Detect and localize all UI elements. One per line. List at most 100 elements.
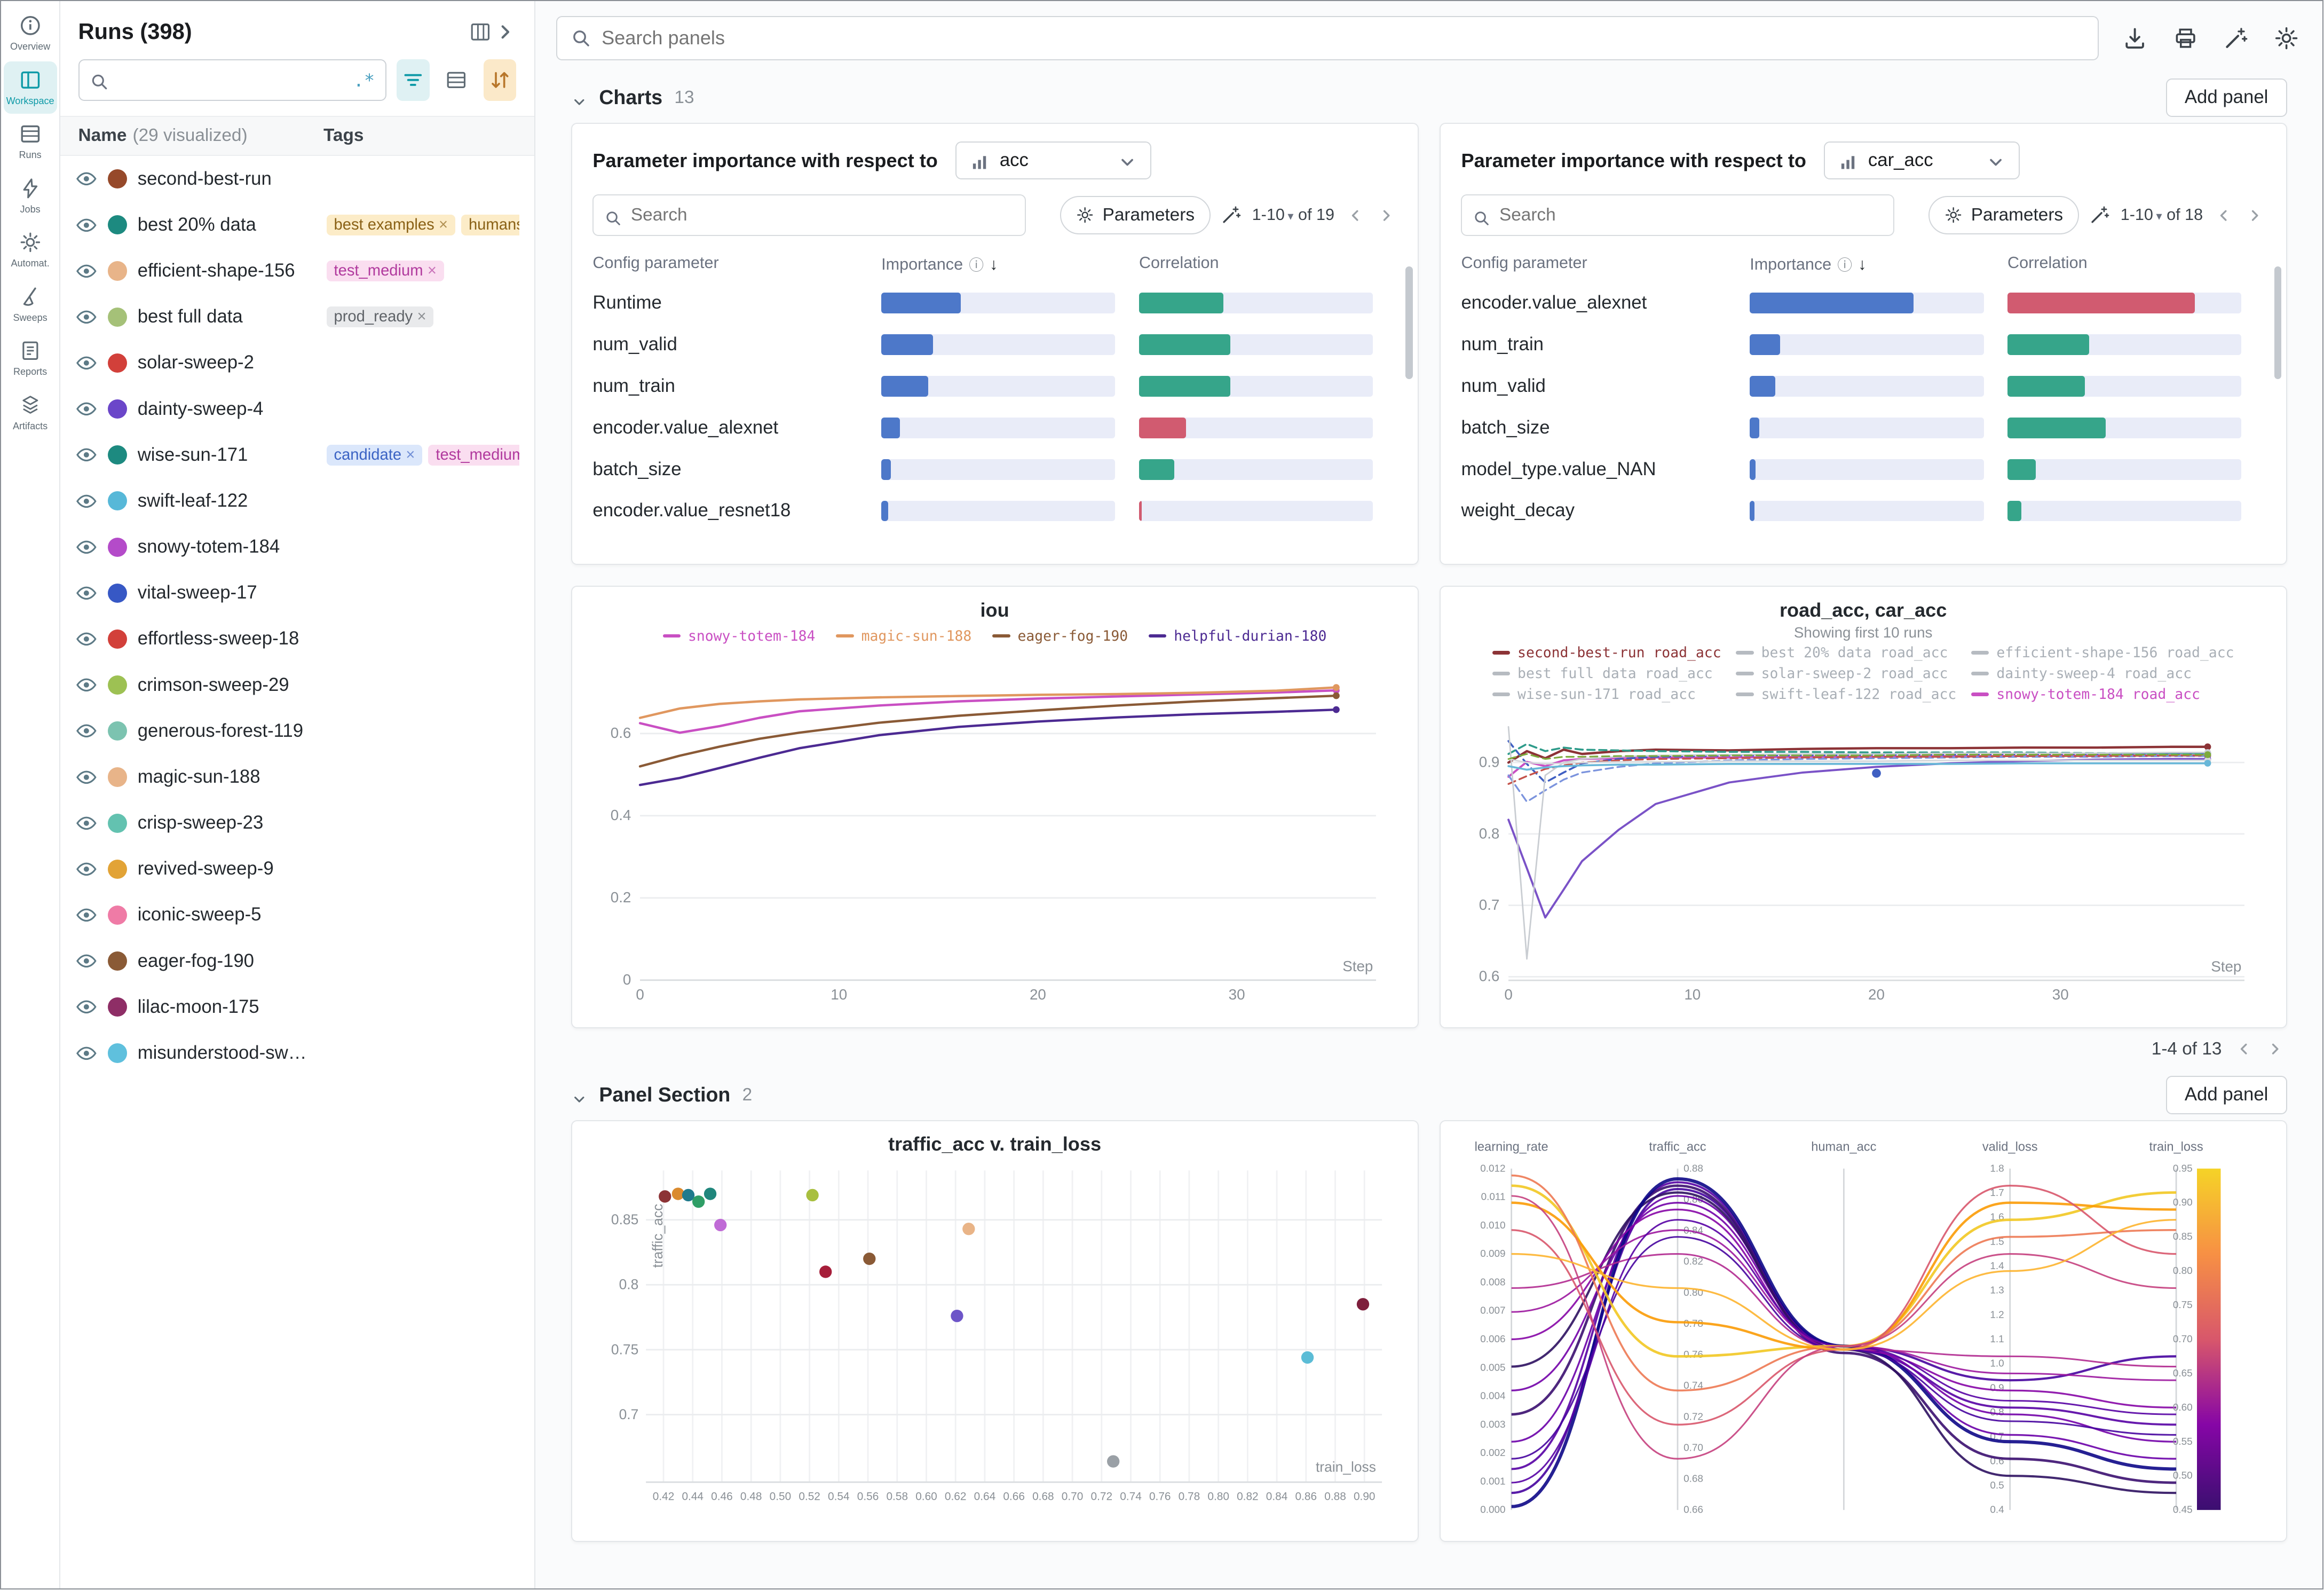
tag-remove-icon[interactable]: × [439,216,448,233]
panels-search[interactable] [556,15,2099,61]
chart-canvas[interactable]: 0 0.2 0.4 0.6 0 10 20 30 Step [587,648,1400,1013]
run-row[interactable]: generous-forest-119 [60,708,534,754]
importance-row[interactable]: batch_size [592,448,1396,490]
importance-search[interactable] [1461,194,1895,236]
tag[interactable]: humans× [461,215,519,235]
importance-row[interactable]: Runtime [592,282,1396,324]
legend-item[interactable]: efficient-shape-156 road_acc [1971,644,2234,661]
tag-remove-icon[interactable]: × [427,262,437,280]
importance-row[interactable]: encoder.value_resnet18 [592,490,1396,532]
legend-item[interactable]: wise-sun-171 road_acc [1492,686,1721,703]
importance-row[interactable]: encoder.value_alexnet [592,407,1396,448]
importance-search[interactable] [592,194,1026,236]
eye-icon[interactable] [75,628,98,650]
legend-item[interactable]: eager-fog-190 [992,628,1128,644]
export-icon[interactable] [2122,26,2147,51]
eye-icon[interactable] [75,306,98,328]
legend-item[interactable]: magic-sun-188 [836,628,971,644]
legend-item[interactable]: second-best-run road_acc [1492,644,1721,661]
eye-icon[interactable] [75,444,98,466]
chart-canvas[interactable]: learning_rate 0.012 0.011 0.010 0.009 0.008 0.… [1455,1133,2268,1528]
magic-wand-button[interactable] [1221,204,1242,225]
scrollbar-thumb[interactable] [2274,266,2282,380]
run-row[interactable]: best full data prod_ready × [60,294,534,340]
nav-item-reports[interactable]: Reports [4,332,57,385]
regex-toggle[interactable]: .* [353,69,375,91]
col-importance[interactable]: Importance ⓘ ↓ [881,254,1139,275]
panel-parallel-coordinates[interactable]: learning_rate 0.012 0.011 0.010 0.009 0.008 0.… [1439,1120,2287,1542]
run-row[interactable]: best 20% data best examples× humans× [60,202,534,248]
nav-item-workspace[interactable]: Workspace [3,61,57,114]
run-row[interactable]: efficient-shape-156 test_medium × [60,248,534,294]
run-row[interactable]: misunderstood-swe… [60,1030,534,1076]
eye-icon[interactable] [75,490,98,513]
run-row[interactable]: iconic-sweep-5 [60,892,534,938]
page-next-button[interactable] [1376,204,1397,225]
eye-icon[interactable] [75,214,98,237]
legend-item[interactable]: best 20% data road_acc [1736,644,1956,661]
caret-down-icon[interactable]: ▾ [2156,209,2162,223]
nav-item-runs[interactable]: Runs [4,115,57,168]
run-row[interactable]: effortless-sweep-18 [60,616,534,662]
importance-row[interactable]: num_train [1461,324,2265,366]
run-row[interactable]: dainty-sweep-4 [60,386,534,432]
chevron-down-icon[interactable] [571,89,588,106]
chevron-down-icon[interactable] [571,1087,588,1104]
legend-item[interactable]: snowy-totem-184 [662,628,815,644]
panel-scatter[interactable]: traffic_acc v. train_loss 0.42 0.44 0.46 0.… [571,1120,1419,1542]
tag[interactable]: candidate × [326,444,423,466]
tag-remove-icon[interactable]: × [417,308,426,326]
name-column-header[interactable]: Name [78,125,127,146]
importance-row[interactable]: num_train [592,366,1396,407]
run-row[interactable]: swift-leaf-122 [60,478,534,524]
legend-item[interactable]: solar-sweep-2 road_acc [1736,665,1956,682]
page-next-button[interactable] [2244,204,2265,225]
eye-icon[interactable] [75,674,98,696]
importance-search-input[interactable] [1499,204,1883,225]
nav-item-artifacts[interactable]: Artifacts [4,387,57,439]
eye-icon[interactable] [75,904,98,926]
tag[interactable]: test_medium× [326,261,444,281]
metric-dropdown[interactable]: acc [955,141,1152,180]
add-panel-button[interactable]: Add panel [2165,78,2287,117]
eye-icon[interactable] [75,950,98,972]
nav-item-overview[interactable]: Overview [4,7,57,60]
nav-item-sweeps[interactable]: Sweeps [4,278,57,331]
chart-canvas[interactable]: 0.6 0.7 0.8 0.9 0 10 20 30 Step [1455,704,2268,1013]
run-row[interactable]: eager-fog-190 [60,938,534,984]
run-row[interactable]: solar-sweep-2 [60,340,534,386]
magic-wand-icon[interactable] [2223,26,2248,51]
importance-search-input[interactable] [630,204,1015,225]
run-row[interactable]: second-best-run [60,156,534,202]
eye-icon[interactable] [75,536,98,558]
print-icon[interactable] [2173,26,2198,51]
importance-row[interactable]: model_type.value_NAN [1461,448,2265,490]
eye-icon[interactable] [75,996,98,1018]
page-prev-icon[interactable] [2235,1040,2252,1058]
runs-search[interactable]: .* [78,59,386,101]
nav-item-automat[interactable]: Automat. [4,224,57,277]
tag[interactable]: prod_ready × [326,306,434,327]
eye-icon[interactable] [75,766,98,789]
group-button[interactable] [440,59,473,101]
panel-iou[interactable]: iou snowy-totem-184 magic-sun-188 eager-fo… [571,586,1419,1028]
eye-icon[interactable] [75,582,98,604]
scrollbar[interactable] [1405,266,1413,516]
page-prev-button[interactable] [2214,204,2234,225]
importance-row[interactable]: weight_decay [1461,490,2265,532]
magic-wand-button[interactable] [2089,204,2110,225]
panels-search-input[interactable] [602,27,2084,50]
legend-item[interactable]: swift-leaf-122 road_acc [1736,686,1956,703]
caret-down-icon[interactable]: ▾ [1287,209,1294,223]
eye-icon[interactable] [75,168,98,190]
run-row[interactable]: revived-sweep-9 [60,846,534,892]
nav-item-jobs[interactable]: Jobs [4,170,57,223]
tag[interactable]: best examples × [326,215,455,235]
eye-icon[interactable] [75,720,98,742]
tags-column-header[interactable]: Tags [323,125,364,146]
filter-button[interactable] [396,59,430,101]
settings-gear-icon[interactable] [2274,26,2299,51]
columns-icon[interactable] [469,21,492,43]
runs-search-input[interactable] [116,70,346,91]
scrollbar-thumb[interactable] [1405,266,1413,380]
